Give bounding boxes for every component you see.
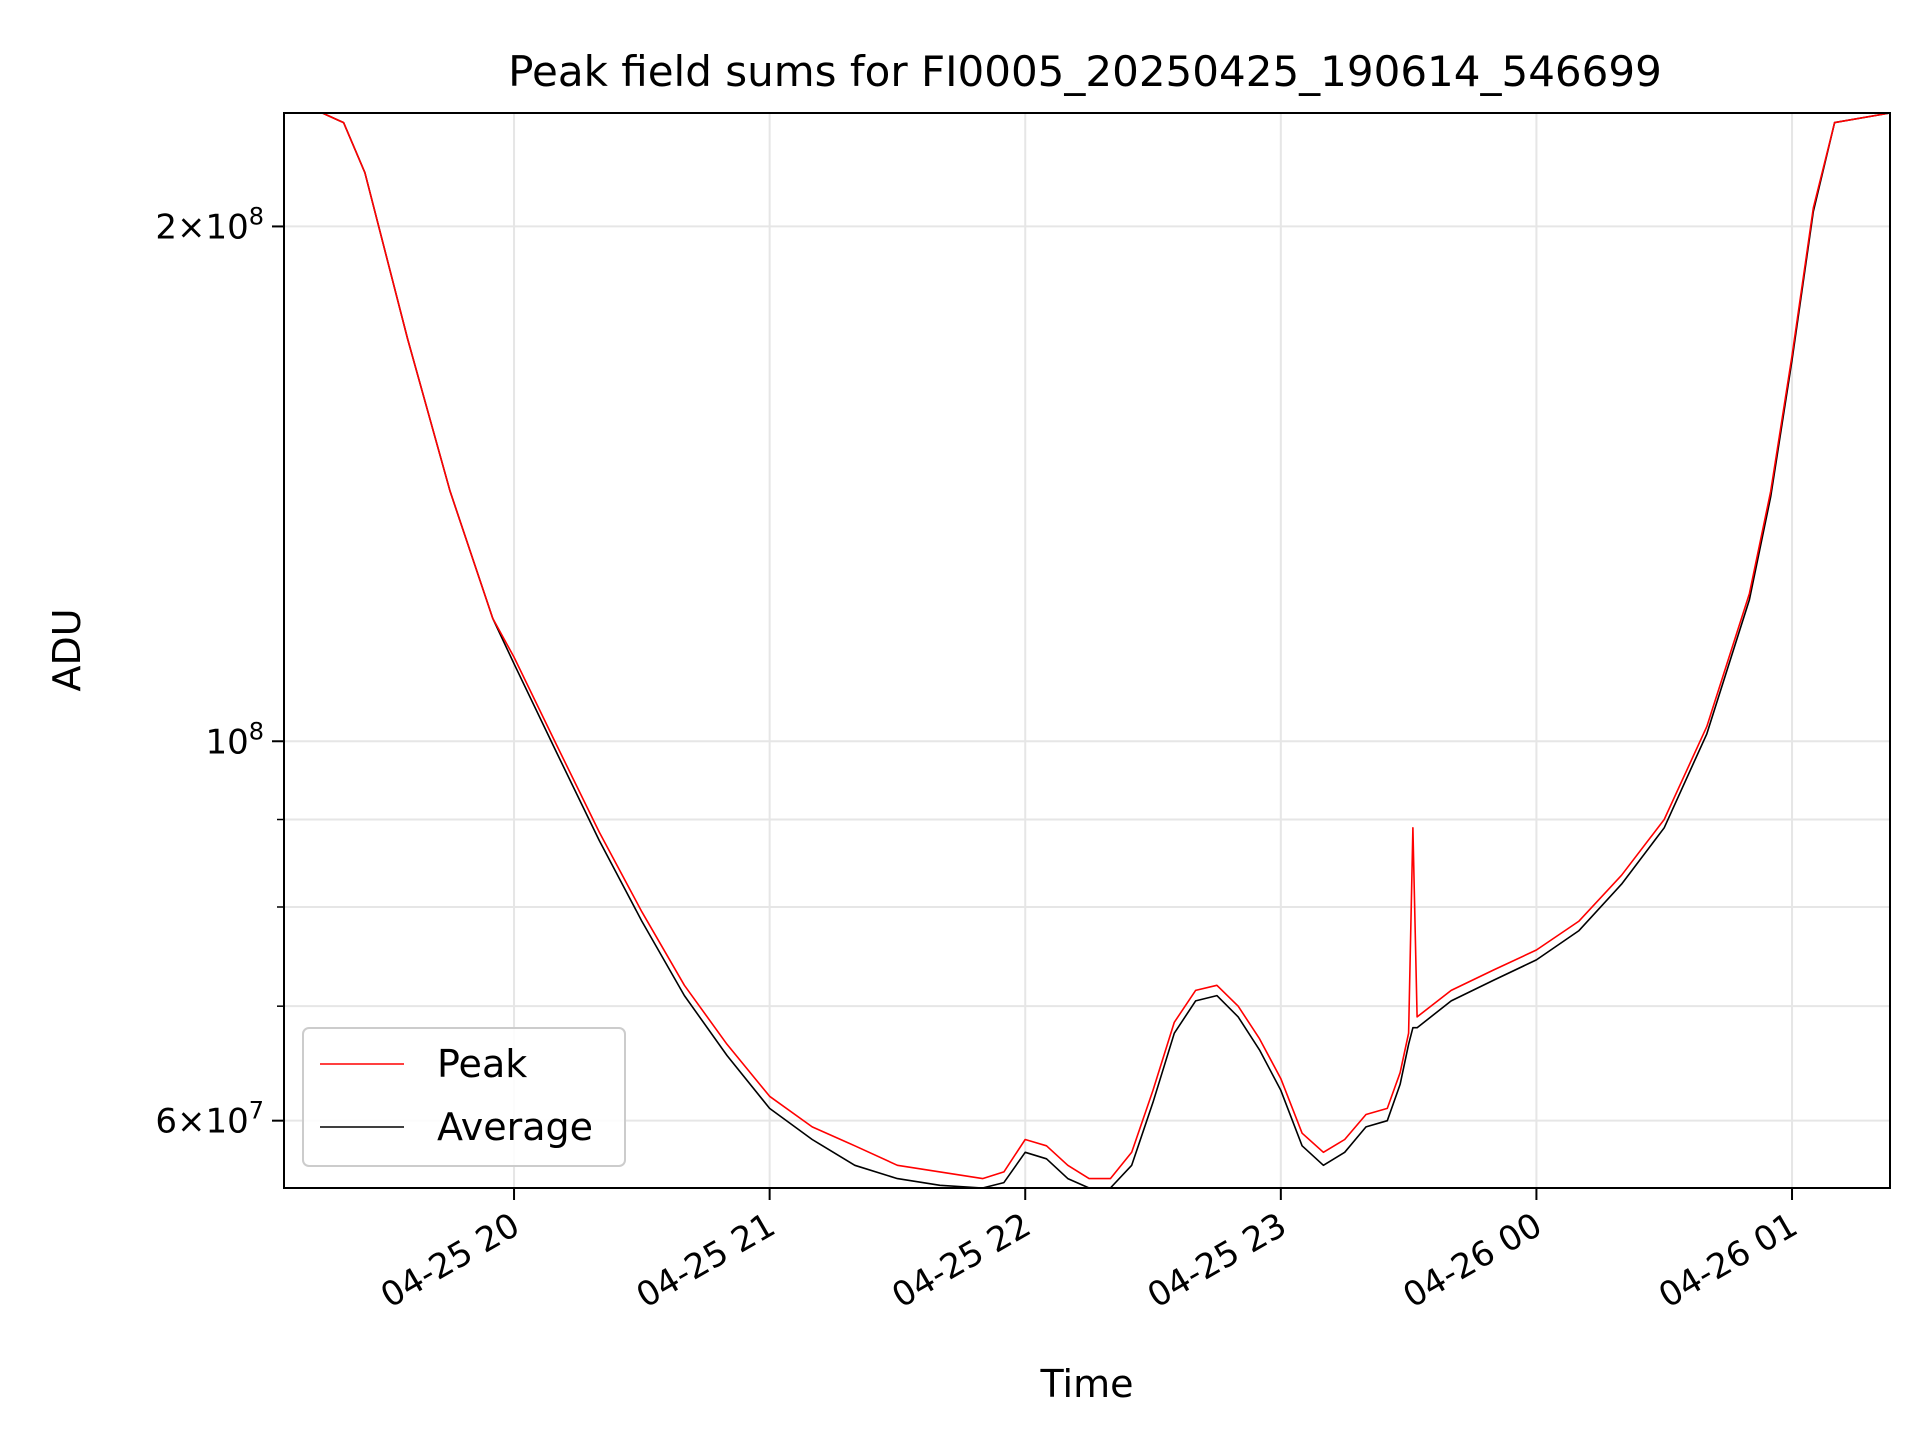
legend-label-peak: Peak: [437, 1042, 527, 1086]
legend-box: [302, 1027, 626, 1167]
y-tick-label: 2×108: [155, 202, 264, 247]
series-line-peak: [284, 112, 1891, 1180]
y-tick-label: 108: [205, 717, 264, 762]
series-line-average: [284, 112, 1891, 1189]
plot-frame: [283, 112, 1891, 1189]
y-axis-label: ADU: [45, 608, 89, 691]
grid: [284, 113, 1890, 1188]
y-tick-label: 6×107: [155, 1097, 264, 1142]
legend: Peak Average: [302, 1027, 626, 1167]
chart-title: Peak field sums for FI0005_20250425_1906…: [508, 47, 1662, 96]
y-axis-ticks: 2×108 108 6×107: [155, 202, 284, 1142]
series-lines: [284, 112, 1891, 1189]
legend-label-average: Average: [437, 1105, 593, 1149]
x-axis-label: Time: [1040, 1362, 1134, 1406]
